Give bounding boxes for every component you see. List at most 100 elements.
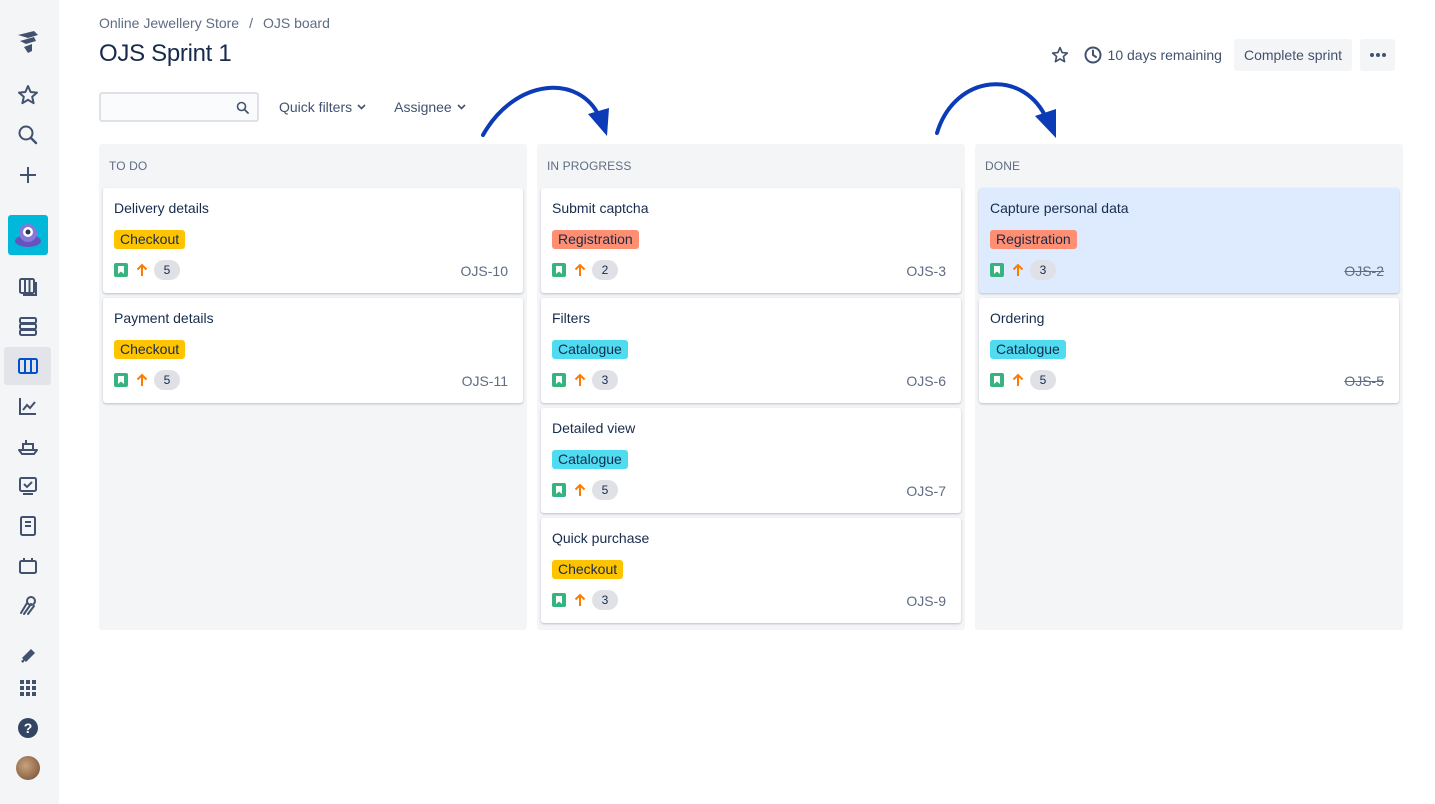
story-points-badge: 5 [154,260,180,280]
issue-card-selected[interactable]: Capture personal data Registration 3 OJS… [979,188,1399,293]
more-icon [1369,53,1386,57]
pages-icon[interactable] [4,507,51,545]
search-icon[interactable] [4,116,51,154]
epic-label: Registration [990,230,1077,249]
story-icon [552,263,566,277]
notifications-icon[interactable] [4,636,51,674]
clock-icon [1084,46,1102,64]
jira-logo-icon[interactable] [4,22,51,60]
column-header: TO DO [109,159,148,173]
story-icon [114,263,128,277]
issue-key[interactable]: OJS-9 [906,593,946,609]
epic-label: Checkout [114,230,186,249]
story-icon [114,373,128,387]
issue-card[interactable]: Payment details Checkout 5 OJS-11 [103,298,523,403]
story-icon [552,373,566,387]
issue-key[interactable]: OJS-3 [906,263,946,279]
add-ons-icon[interactable] [4,587,51,625]
annotation-arrow-todo-to-progress [481,85,609,137]
issue-key[interactable]: OJS-11 [461,373,508,389]
header-actions: 10 days remaining Complete sprint [1048,39,1395,71]
breadcrumb-board[interactable]: OJS board [262,15,330,31]
time-remaining-label: 10 days remaining [1107,47,1222,63]
story-points-badge: 3 [592,370,618,390]
page-title: OJS Sprint 1 [99,40,232,67]
story-points-badge: 3 [592,590,618,610]
breadcrumb-project[interactable]: Online Jewellery Store [99,15,240,31]
issue-card[interactable]: Quick purchase Checkout 3 OJS-9 [541,518,961,623]
story-points-badge: 2 [592,260,618,280]
app-switcher-icon[interactable] [4,669,51,707]
reports-icon[interactable] [4,387,51,425]
annotation-arrow-progress-to-done [935,82,1056,138]
priority-high-icon [574,483,586,496]
more-actions-button[interactable] [1360,39,1395,71]
svg-text:?: ? [23,720,32,736]
issues-icon[interactable] [4,467,51,505]
story-points-badge: 5 [1030,370,1056,390]
search-icon [236,101,249,114]
issue-card[interactable]: Detailed view Catalogue 5 OJS-7 [541,408,961,513]
releases-icon[interactable] [4,427,51,465]
epic-label: Checkout [552,560,624,579]
column-done: DONE Capture personal data Registration … [975,144,1403,630]
chevron-down-icon [457,104,466,110]
priority-high-icon [574,593,586,606]
search-input[interactable] [101,94,231,120]
star-sprint-icon[interactable] [1048,39,1072,71]
board-icon[interactable] [4,347,51,385]
priority-high-icon [574,263,586,276]
issue-key[interactable]: OJS-5 [1344,373,1384,389]
assignee-label: Assignee [394,99,452,115]
breadcrumb: Online Jewellery Store / OJS board [99,15,330,31]
priority-high-icon [136,373,148,386]
components-icon[interactable] [4,547,51,585]
issue-key[interactable]: OJS-7 [906,483,946,499]
complete-sprint-button[interactable]: Complete sprint [1233,39,1352,71]
story-icon [990,373,1004,387]
breadcrumb-separator: / [249,15,253,31]
global-sidebar: ? [0,0,59,804]
card-title: Capture personal data [990,200,1129,216]
story-points-badge: 5 [592,480,618,500]
help-icon[interactable]: ? [4,709,51,747]
column-header: IN PROGRESS [547,159,632,173]
issue-key[interactable]: OJS-6 [906,373,946,389]
assignee-dropdown[interactable]: Assignee [394,92,466,122]
quick-filters-dropdown[interactable]: Quick filters [279,92,366,122]
story-icon [990,263,1004,277]
chevron-down-icon [357,104,366,110]
epic-label: Catalogue [552,340,628,359]
issue-card[interactable]: Delivery details Checkout 5 OJS-10 [103,188,523,293]
column-todo: TO DO Delivery details Checkout 5 OJS-10… [99,144,527,630]
filter-bar: Quick filters Assignee [99,92,466,122]
backlog-icon[interactable] [4,267,51,305]
story-points-badge: 5 [154,370,180,390]
project-avatar[interactable] [4,215,51,255]
story-icon [552,483,566,497]
priority-high-icon [136,263,148,276]
user-avatar[interactable] [4,749,51,787]
search-box [99,92,259,122]
issue-card[interactable]: Submit captcha Registration 2 OJS-3 [541,188,961,293]
column-header: DONE [985,159,1021,173]
star-icon[interactable] [4,76,51,114]
epic-label: Registration [552,230,639,249]
plus-icon[interactable] [4,156,51,194]
card-title: Detailed view [552,420,636,436]
issue-key[interactable]: OJS-10 [460,263,508,279]
epic-label: Checkout [114,340,186,359]
issue-key[interactable]: OJS-2 [1344,263,1384,279]
card-title: Delivery details [114,200,209,216]
card-title: Ordering [990,310,1045,326]
roadmap-icon[interactable] [4,307,51,345]
priority-high-icon [1012,373,1024,386]
issue-card[interactable]: Filters Catalogue 3 OJS-6 [541,298,961,403]
time-remaining: 10 days remaining [1084,46,1222,64]
issue-card[interactable]: Ordering Catalogue 5 OJS-5 [979,298,1399,403]
story-points-badge: 3 [1030,260,1056,280]
card-title: Quick purchase [552,530,650,546]
card-title: Submit captcha [552,200,649,216]
story-icon [552,593,566,607]
card-title: Filters [552,310,591,326]
